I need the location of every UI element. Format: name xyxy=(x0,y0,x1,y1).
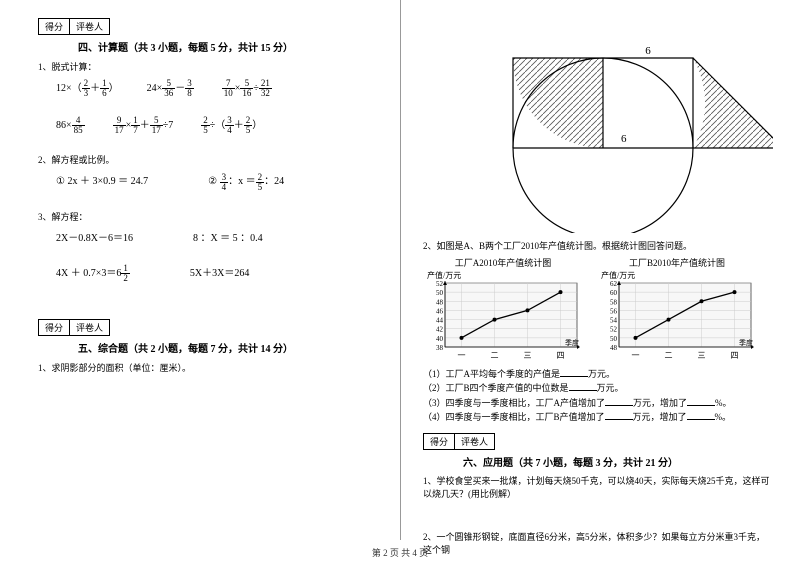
svg-text:6: 6 xyxy=(645,45,651,57)
grader-label: 评卷人 xyxy=(70,19,109,34)
sub-questions: （1）工厂A平均每个季度的产值是万元。 （2）工厂B四个季度产值的中位数是万元。… xyxy=(423,367,772,425)
section4-title: 四、计算题（共 3 小题，每题 5 分，共计 15 分） xyxy=(78,39,382,54)
chartA-title: 工厂A2010年产值统计图 xyxy=(423,256,583,269)
q4-3: 3、解方程： xyxy=(38,210,382,223)
expr-2: 24×536－38 xyxy=(147,79,194,98)
svg-text:一: 一 xyxy=(632,351,640,360)
svg-text:52: 52 xyxy=(610,326,618,334)
svg-text:二: 二 xyxy=(665,351,673,360)
section5-title: 五、综合题（共 2 小题，每题 7 分，共计 14 分） xyxy=(78,340,382,355)
expr-3: 710×516÷2132 xyxy=(222,79,272,98)
svg-text:三: 三 xyxy=(524,351,532,360)
right-column: 66 2、如图是A、B两个工厂2010年产值统计图。根据统计图回答问题。 工厂A… xyxy=(400,0,800,540)
svg-text:季度: 季度 xyxy=(739,338,753,347)
svg-text:52: 52 xyxy=(436,281,444,288)
eq-3d: 5X＋3X＝264 xyxy=(190,264,249,283)
svg-text:三: 三 xyxy=(698,351,706,360)
svg-text:38: 38 xyxy=(436,344,444,352)
score-box-5: 得分 评卷人 xyxy=(38,319,110,336)
svg-text:56: 56 xyxy=(610,307,618,315)
chartA-sub: 产值/万元 xyxy=(427,270,583,281)
eq-3c: 4X ＋ 0.7×3＝612 xyxy=(56,264,130,283)
section6-title: 六、应用题（共 7 小题，每题 3 分，共计 21 分） xyxy=(463,454,772,469)
svg-text:58: 58 xyxy=(610,298,618,306)
svg-text:54: 54 xyxy=(610,317,618,325)
svg-text:四: 四 xyxy=(557,351,565,360)
geometry-diagram: 66 xyxy=(423,18,773,233)
calc-row2: 86×485 917×17＋517÷7 25÷（34＋25） xyxy=(56,116,382,135)
eq-row1: ① 2x ＋ 3×0.9 ＝ 24.7 ② 34：x ＝25：24 xyxy=(56,172,382,191)
svg-text:季度: 季度 xyxy=(565,338,579,347)
svg-text:50: 50 xyxy=(610,335,618,343)
charts-row: 工厂A2010年产值统计图 产值/万元 5250484644424038一二三四… xyxy=(423,256,772,361)
score-label: 得分 xyxy=(39,19,70,34)
expr-4: 86×485 xyxy=(56,116,85,135)
page-footer: 第 2 页 共 4 页 xyxy=(0,546,800,559)
expr-5: 917×17＋517÷7 xyxy=(113,116,174,135)
chartB-svg: 62605856 54525048 一 二 三 四季度 xyxy=(597,281,757,361)
svg-text:48: 48 xyxy=(436,298,444,306)
left-column: 得分 评卷人 四、计算题（共 3 小题，每题 5 分，共计 15 分） 1、脱式… xyxy=(0,0,400,540)
svg-text:44: 44 xyxy=(436,317,444,325)
svg-text:6: 6 xyxy=(621,133,627,145)
calc-row1: 12×（23＋16） 24×536－38 710×516÷2132 xyxy=(56,79,382,98)
q4-2: 2、解方程或比例。 xyxy=(38,153,382,166)
chartA-block: 工厂A2010年产值统计图 产值/万元 52504846 44424038 一 二 三 四… xyxy=(423,256,583,361)
svg-text:二: 二 xyxy=(491,351,499,360)
eq-row2: 2X－0.8X－6＝16 8 ：X ＝ 5 ：0.4 xyxy=(56,229,382,244)
svg-text:46: 46 xyxy=(436,307,444,315)
svg-text:50: 50 xyxy=(436,289,444,297)
eq-3a: 2X－0.8X－6＝16 xyxy=(56,229,133,244)
expr-6: 25÷（34＋25） xyxy=(201,116,262,135)
svg-text:60: 60 xyxy=(610,289,618,297)
eq-row3: 4X ＋ 0.7×3＝612 5X＋3X＝264 xyxy=(56,264,382,283)
svg-text:62: 62 xyxy=(610,281,618,288)
eq-2: ② 34：x ＝25：24 xyxy=(208,172,284,191)
expr-1: 12×（23＋16） xyxy=(56,79,119,98)
svg-text:四: 四 xyxy=(731,351,739,360)
chartB-sub: 产值/万元 xyxy=(601,270,757,281)
chartB-title: 工厂B2010年产值统计图 xyxy=(597,256,757,269)
chartB-block: 工厂B2010年产值统计图 产值/万元 62605856 54525048 一 二 三 四… xyxy=(597,256,757,361)
svg-text:48: 48 xyxy=(610,344,618,352)
svg-text:42: 42 xyxy=(436,326,444,334)
svg-text:一: 一 xyxy=(458,351,466,360)
svg-text:40: 40 xyxy=(436,335,444,343)
eq-1: ① 2x ＋ 3×0.9 ＝ 24.7 xyxy=(56,172,148,191)
eq-3b: 8 ：X ＝ 5 ：0.4 xyxy=(193,229,263,244)
chartA-svg: 52504846 44424038 一 二 三 四季度 xyxy=(423,281,583,361)
q4-1: 1、脱式计算： xyxy=(38,60,382,73)
rq2: 2、如图是A、B两个工厂2010年产值统计图。根据统计图回答问题。 xyxy=(423,239,772,252)
score-box-6: 得分 评卷人 xyxy=(423,433,495,450)
score-box-4: 得分 评卷人 xyxy=(38,18,110,35)
q6-1: 1、学校食堂买来一批煤，计划每天烧50千克，可以烧40天，实际每天烧25千克，这… xyxy=(423,475,772,502)
q5-1: 1、求阴影部分的面积（单位：厘米）。 xyxy=(38,361,382,374)
